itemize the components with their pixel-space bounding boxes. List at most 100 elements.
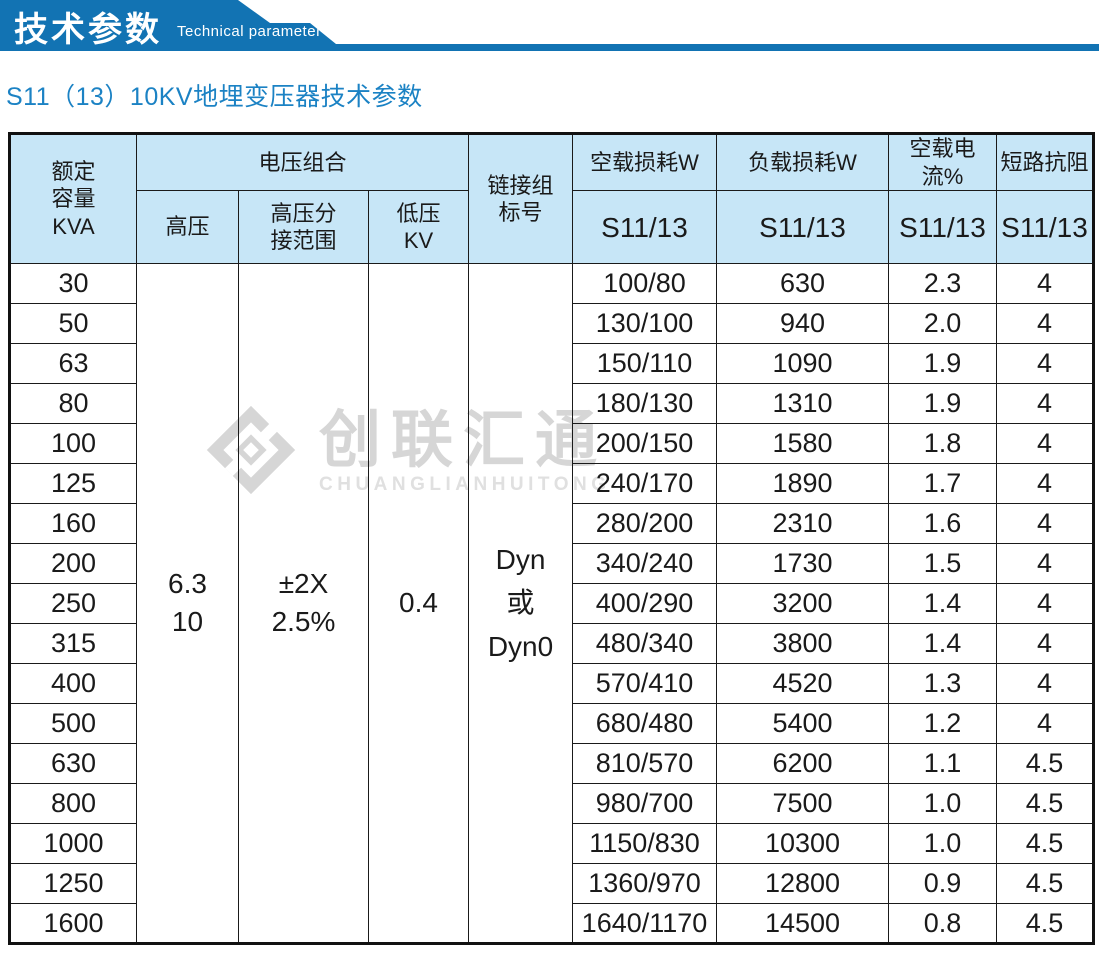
table-row: 500 680/480 5400 1.2 4 <box>9 703 1094 744</box>
table-header-row-1: 额定 容量 KVA 电压组合 链接组 标号 空载损耗W 负载损耗W 空载电流% … <box>9 133 1094 264</box>
cell-impedance: 4 <box>996 263 1094 304</box>
header-model-current: S11/13 <box>888 190 997 264</box>
cell-kva: 1250 <box>9 863 137 904</box>
table-header-row-2: 高压 高压分 接范围 低压 KV S11/13 S11/13 S11/13 S1… <box>10 190 1094 264</box>
cell-load-loss: 1310 <box>716 383 889 424</box>
header-no-load-loss: 空载损耗W <box>572 133 717 191</box>
cell-load-loss: 6200 <box>716 743 889 784</box>
table-row: 1600 1640/1170 14500 0.8 4.5 <box>9 903 1094 944</box>
cell-kva: 400 <box>9 663 137 704</box>
parameters-table: 额定 容量 KVA 电压组合 链接组 标号 空载损耗W 负载损耗W 空载电流% … <box>8 132 1095 945</box>
cell-kva: 500 <box>9 703 137 744</box>
cell-kva: 1600 <box>9 903 137 944</box>
cell-load-loss: 14500 <box>716 903 889 944</box>
cell-load-loss: 5400 <box>716 703 889 744</box>
cell-no-load-current: 1.3 <box>888 663 997 704</box>
cell-no-load-current: 1.7 <box>888 463 997 504</box>
cell-no-load-loss: 200/150 <box>572 423 717 464</box>
cell-impedance: 4 <box>996 463 1094 504</box>
cell-kva: 63 <box>9 343 137 384</box>
cell-impedance: 4 <box>996 343 1094 384</box>
cell-no-load-loss: 400/290 <box>572 583 717 624</box>
cell-no-load-loss: 480/340 <box>572 623 717 664</box>
cell-no-load-current: 1.0 <box>888 823 997 864</box>
cell-no-load-loss: 240/170 <box>572 463 717 504</box>
header-hv: 高压 <box>136 190 239 264</box>
cell-load-loss: 940 <box>716 303 889 344</box>
cell-kva: 160 <box>9 503 137 544</box>
table-row: 100 200/150 1580 1.8 4 <box>9 423 1094 464</box>
cell-no-load-current: 1.9 <box>888 383 997 424</box>
table-row: 63 150/110 1090 1.9 4 <box>9 343 1094 384</box>
cell-no-load-current: 0.9 <box>888 863 997 904</box>
cell-kva: 125 <box>9 463 137 504</box>
cell-no-load-loss: 130/100 <box>572 303 717 344</box>
cell-load-loss: 1580 <box>716 423 889 464</box>
cell-no-load-loss: 980/700 <box>572 783 717 824</box>
cell-kva: 1000 <box>9 823 137 864</box>
header-voltage-group: 电压组合 <box>136 133 469 191</box>
cell-no-load-current: 0.8 <box>888 903 997 944</box>
cell-no-load-current: 1.1 <box>888 743 997 784</box>
cell-load-loss: 4520 <box>716 663 889 704</box>
cell-impedance: 4 <box>996 663 1094 704</box>
cell-no-load-loss: 150/110 <box>572 343 717 384</box>
cell-impedance: 4 <box>996 703 1094 744</box>
cell-kva: 80 <box>9 383 137 424</box>
cell-impedance: 4 <box>996 623 1094 664</box>
cell-no-load-current: 1.2 <box>888 703 997 744</box>
cell-load-loss: 3800 <box>716 623 889 664</box>
header-model-load: S11/13 <box>716 190 889 264</box>
cell-impedance: 4.5 <box>996 743 1094 784</box>
cell-no-load-loss: 1360/970 <box>572 863 717 904</box>
cell-kva: 30 <box>9 263 137 304</box>
cell-impedance: 4 <box>996 383 1094 424</box>
cell-kva: 800 <box>9 783 137 824</box>
cell-vector-merged: Dyn 或 Dyn0 <box>468 263 573 944</box>
cell-kva: 630 <box>9 743 137 784</box>
table-row: 1250 1360/970 12800 0.9 4.5 <box>9 863 1094 904</box>
cell-no-load-loss: 680/480 <box>572 703 717 744</box>
cell-no-load-current: 1.8 <box>888 423 997 464</box>
cell-kva: 100 <box>9 423 137 464</box>
table-row: 250 400/290 3200 1.4 4 <box>9 583 1094 624</box>
cell-no-load-current: 1.6 <box>888 503 997 544</box>
cell-impedance: 4.5 <box>996 823 1094 864</box>
table-row: 80 180/130 1310 1.9 4 <box>9 383 1094 424</box>
banner-title-en: Technical parameter <box>177 23 322 40</box>
cell-no-load-loss: 280/200 <box>572 503 717 544</box>
cell-no-load-current: 1.9 <box>888 343 997 384</box>
table-row: 630 810/570 6200 1.1 4.5 <box>9 743 1094 784</box>
table-body: 30 6.3 10 ±2X 2.5% 0.4 Dyn 或 Dyn0 100/80 630 2.… <box>9 263 1094 944</box>
table-row: 400 570/410 4520 1.3 4 <box>9 663 1094 704</box>
header-hv-tap-range: 高压分 接范围 <box>238 190 369 264</box>
cell-impedance: 4 <box>996 543 1094 584</box>
cell-kva: 200 <box>9 543 137 584</box>
header-impedance: 短路抗阻 <box>996 133 1094 191</box>
cell-no-load-loss: 810/570 <box>572 743 717 784</box>
banner-title-zh: 技术参数 <box>14 11 162 49</box>
cell-impedance: 4 <box>996 303 1094 344</box>
header-model-impedance: S11/13 <box>996 190 1094 264</box>
header-model-no-load: S11/13 <box>572 190 717 264</box>
cell-no-load-loss: 340/240 <box>572 543 717 584</box>
cell-no-load-loss: 1150/830 <box>572 823 717 864</box>
cell-load-loss: 630 <box>716 263 889 304</box>
cell-no-load-current: 1.4 <box>888 623 997 664</box>
table-row: 125 240/170 1890 1.7 4 <box>9 463 1094 504</box>
cell-load-loss: 2310 <box>716 503 889 544</box>
page-header-banner: 技术参数 Technical parameter <box>0 0 1099 51</box>
cell-no-load-loss: 1640/1170 <box>572 903 717 944</box>
cell-no-load-loss: 180/130 <box>572 383 717 424</box>
cell-impedance: 4 <box>996 503 1094 544</box>
cell-no-load-current: 1.5 <box>888 543 997 584</box>
header-vector-group: 链接组 标号 <box>468 133 573 264</box>
cell-no-load-loss: 100/80 <box>572 263 717 304</box>
cell-no-load-current: 1.4 <box>888 583 997 624</box>
table-row: 1000 1150/830 10300 1.0 4.5 <box>9 823 1094 864</box>
cell-kva: 315 <box>9 623 137 664</box>
table-row: 50 130/100 940 2.0 4 <box>9 303 1094 344</box>
table-row: 30 6.3 10 ±2X 2.5% 0.4 Dyn 或 Dyn0 100/80 630 2.… <box>9 263 1094 944</box>
cell-load-loss: 3200 <box>716 583 889 624</box>
